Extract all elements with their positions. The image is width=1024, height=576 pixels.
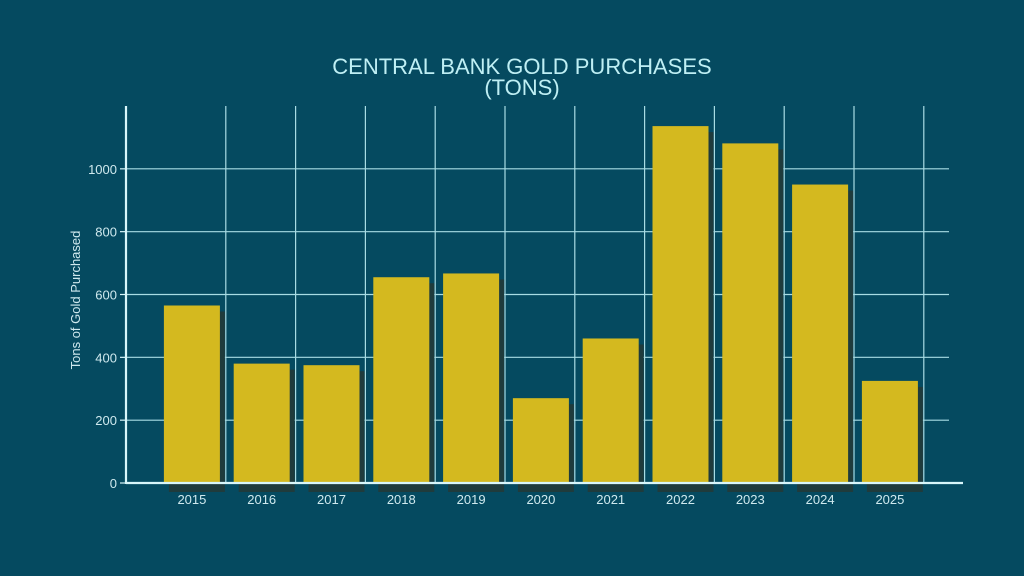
bar-2019 [443, 273, 500, 483]
bar-2016 [233, 363, 290, 483]
bar-2025 [861, 380, 918, 483]
x-tick-label: 2022 [666, 492, 695, 507]
bar-2021 [582, 338, 639, 483]
bar-2023 [722, 143, 779, 483]
x-tick-label: 2025 [875, 492, 904, 507]
x-tick-label: 2017 [317, 492, 346, 507]
x-tick-label: 2015 [177, 492, 206, 507]
y-axis-label: Tons of Gold Purchased [68, 231, 83, 370]
y-tick-label: 800 [95, 225, 117, 240]
bar-2017 [303, 365, 360, 483]
chart-title-line1: CENTRAL BANK GOLD PURCHASES [332, 54, 711, 79]
x-tick-label: 2016 [247, 492, 276, 507]
x-tick-label: 2024 [806, 492, 835, 507]
bar-2024 [792, 184, 849, 483]
x-tick-labels: 2015 2016 2017 2018 2019 2020 2021 2022 2023 2024… [177, 492, 904, 507]
bar-2015 [163, 305, 220, 483]
bar-2018 [373, 277, 430, 483]
y-tick-label: 0 [110, 476, 117, 491]
y-tick-label: 200 [95, 413, 117, 428]
bar-2020 [512, 398, 569, 483]
bar-2022 [652, 126, 709, 484]
y-tick-label: 1000 [88, 162, 117, 177]
x-tick-label: 2018 [387, 492, 416, 507]
y-tick-labels: 0 200 400 600 800 1000 [88, 162, 126, 491]
x-tick-label: 2023 [736, 492, 765, 507]
grid [126, 106, 949, 483]
y-tick-label: 600 [95, 288, 117, 303]
chart-title-line2: (TONS) [484, 75, 559, 100]
x-tick-label: 2020 [526, 492, 555, 507]
bars [163, 126, 923, 492]
y-tick-label: 400 [95, 350, 117, 365]
x-tick-label: 2019 [457, 492, 486, 507]
x-tick-label: 2021 [596, 492, 625, 507]
